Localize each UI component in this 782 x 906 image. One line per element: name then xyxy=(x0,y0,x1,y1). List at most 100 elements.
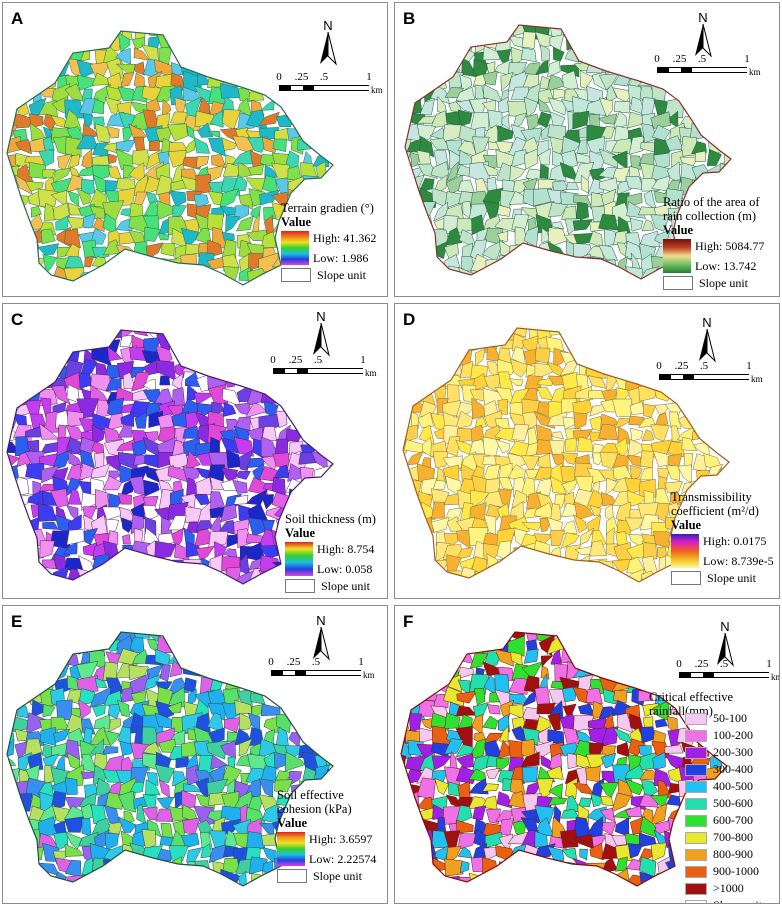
scale-tick-label: 0 xyxy=(656,360,662,372)
legend-low: Low: 1.986 xyxy=(313,251,369,265)
legend-value-heading: Value xyxy=(277,816,308,830)
map-a xyxy=(6,30,334,286)
legend-class-item: 700-800 xyxy=(685,829,762,846)
scale-tick-label: 0 xyxy=(270,354,276,366)
legend-title: Soil thickness (m) xyxy=(285,512,376,526)
map-d xyxy=(402,327,730,583)
north-arrow-shape xyxy=(313,322,330,357)
scale-bar-segments xyxy=(657,67,748,73)
map-f xyxy=(400,631,728,887)
legend-low: Low: 0.058 xyxy=(317,562,373,576)
scale-bar-segments xyxy=(279,85,370,91)
slope-unit-mosaic xyxy=(405,25,731,279)
scale-tick-label: 0 xyxy=(268,656,274,668)
scale-tick-label: .5 xyxy=(719,658,729,670)
scale-unit: km xyxy=(363,670,375,680)
scale-tick-label: 1 xyxy=(366,71,372,83)
legend-class-swatch xyxy=(685,746,707,759)
north-arrow-icon: N xyxy=(713,620,737,671)
legend-low: Low: 13.742 xyxy=(695,259,757,273)
legend-class-item: 400-500 xyxy=(685,778,762,795)
legend-title: Terrain gradien (°) xyxy=(281,201,374,215)
legend-class-item: 200-300 xyxy=(685,744,762,761)
scale-unit: km xyxy=(749,67,761,77)
legend-value-heading: Value xyxy=(285,526,316,540)
north-label: N xyxy=(323,18,333,33)
panel-b-rain-collection: B N 0 .25 .5 1 km Ratio of the area of rain … xyxy=(394,2,780,297)
north-label: N xyxy=(316,613,326,628)
north-arrow-shape xyxy=(695,23,712,58)
scale-unit: km xyxy=(771,672,779,682)
legend-class-item: 100-200 xyxy=(685,727,762,744)
legend-class-label: 600-700 xyxy=(713,813,753,827)
catchment-boundary xyxy=(6,631,334,887)
north-arrow-shape xyxy=(699,328,716,363)
scale-tick-label: .25 xyxy=(694,658,709,670)
legend-class-label: 400-500 xyxy=(713,779,753,793)
legend-class-item: 900-1000 xyxy=(685,863,762,880)
scale-tick-label: 1 xyxy=(766,658,772,670)
north-label: N xyxy=(720,619,730,634)
slope-unit-swatch xyxy=(671,571,701,585)
legend-class-label: 700-800 xyxy=(713,830,753,844)
legend-class-swatch xyxy=(685,797,707,810)
legend-class-item: >1000 xyxy=(685,880,762,897)
scale-tick-label: .5 xyxy=(313,354,323,366)
legend-class-swatch xyxy=(685,831,707,844)
legend-class-label: 100-200 xyxy=(713,728,753,742)
scale-tick-label: 1 xyxy=(360,354,366,366)
scale-tick-label: .5 xyxy=(699,360,709,372)
scale-bar: 0 .25 .5 1 km xyxy=(268,656,381,684)
panel-letter: B xyxy=(403,9,416,28)
scale-unit: km xyxy=(371,85,383,95)
legend-class-label: 900-1000 xyxy=(713,864,759,878)
legend-slope-unit: Slope unit xyxy=(685,897,762,903)
scale-bar: 0 .25 .5 1 km xyxy=(656,360,769,388)
legend-color-ramp xyxy=(277,832,305,866)
legend-class-swatch xyxy=(685,814,707,827)
slope-unit-label: Slope unit xyxy=(699,276,749,290)
slope-unit-label: Slope unit xyxy=(713,898,762,903)
legend-color-ramp xyxy=(285,542,313,576)
legend-color-ramp xyxy=(663,239,691,273)
scale-unit: km xyxy=(365,368,377,378)
legend-title: Ratio of the area of rain collection (m) xyxy=(663,195,760,223)
scale-ticks: 0 .25 .5 1 xyxy=(676,658,779,672)
scale-tick-label: .5 xyxy=(311,656,321,668)
north-arrow-shape xyxy=(717,632,734,667)
scale-ticks: 0 .25 .5 1 xyxy=(654,53,767,67)
legend-value-heading: Value xyxy=(671,518,702,532)
panel-letter: F xyxy=(403,612,414,631)
slope-unit-label: Slope unit xyxy=(321,579,371,593)
legend-low: Low: 2.22574 xyxy=(309,852,377,866)
scale-tick-label: .25 xyxy=(286,656,301,668)
legend-class-item: 300-400 xyxy=(685,761,762,778)
legend-class-item: 50-100 xyxy=(685,710,762,727)
legend-f-classes: 50-100 100-200 200-300 300-400 400-500 500-60… xyxy=(685,710,762,903)
legend-class-item: 500-600 xyxy=(685,795,762,812)
legend-class-label: 800-900 xyxy=(713,847,753,861)
legend-class-swatch xyxy=(685,882,707,895)
legend-value-heading: Value xyxy=(663,223,694,237)
panel-letter: E xyxy=(11,612,23,631)
legend-class-swatch xyxy=(685,729,707,742)
panel-e-soil-cohesion: E N 0 .25 .5 1 km Soil effective cohesion (k… xyxy=(2,605,388,904)
legend-class-swatch xyxy=(685,780,707,793)
map-c xyxy=(6,329,334,585)
legend-class-label: 200-300 xyxy=(713,745,753,759)
scale-tick-label: 0 xyxy=(654,53,660,65)
legend-e: Soil effective cohesion (kPa) Value High… xyxy=(277,788,377,883)
legend-value-heading: Value xyxy=(281,215,312,229)
slope-unit-swatch xyxy=(685,899,707,903)
legend-class-label: >1000 xyxy=(713,881,744,895)
north-arrow-icon: N xyxy=(691,11,715,62)
north-label: N xyxy=(702,315,712,330)
scale-bar-segments xyxy=(273,368,364,374)
scale-ticks: 0 .25 .5 1 xyxy=(656,360,769,374)
north-arrow-icon: N xyxy=(309,310,333,361)
legend-class-swatch xyxy=(685,865,707,878)
legend-class-swatch xyxy=(685,712,707,725)
north-arrow-shape xyxy=(320,31,337,66)
scale-bar: 0 .25 .5 1 km xyxy=(654,53,767,81)
